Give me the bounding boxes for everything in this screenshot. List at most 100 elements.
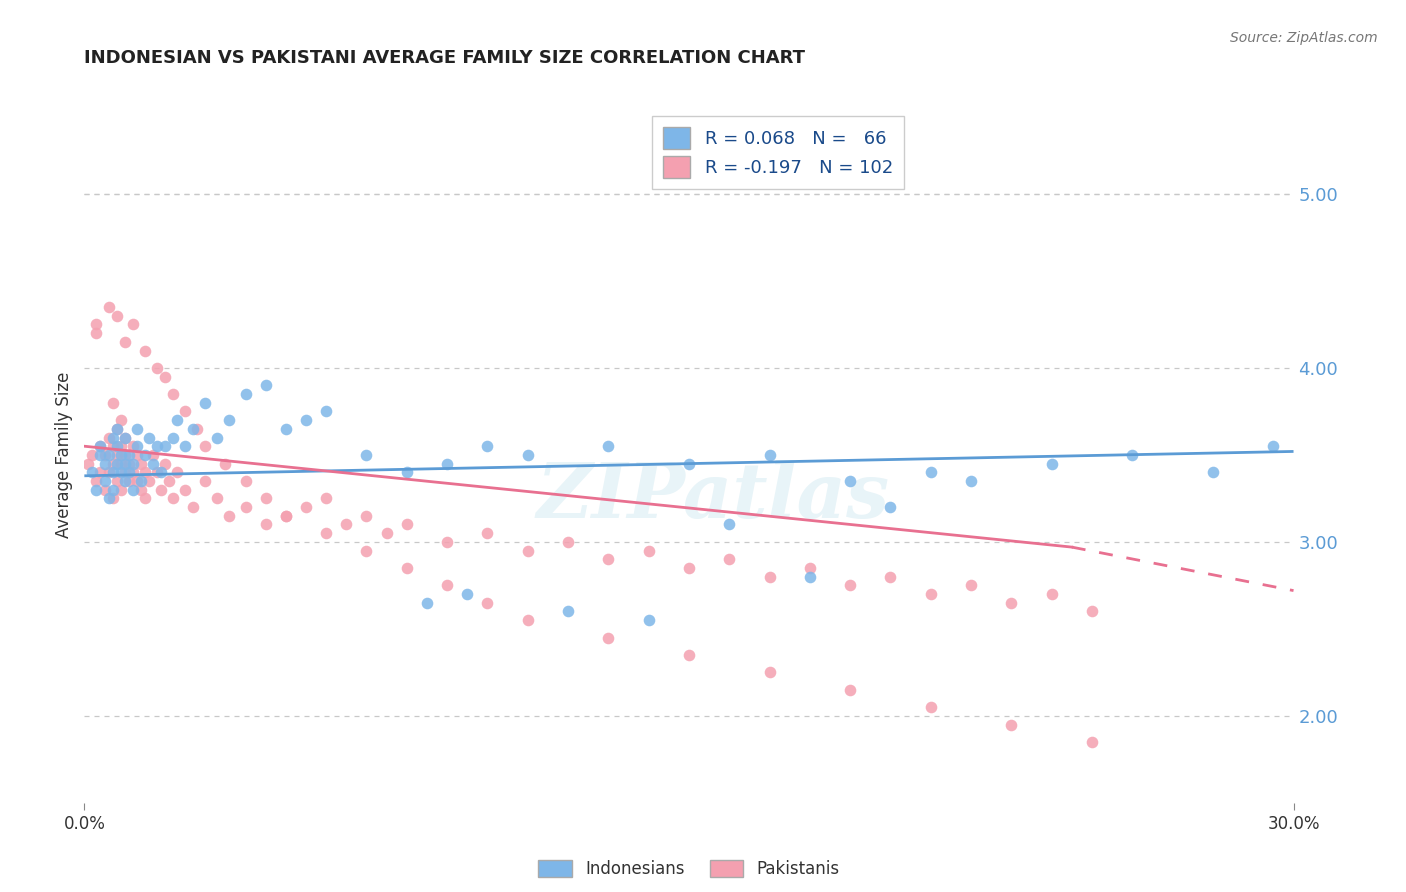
- Point: [375, 526, 398, 541]
- Point: [1263, 439, 1285, 453]
- Point: [274, 422, 297, 436]
- Point: [315, 404, 337, 418]
- Text: INDONESIAN VS PAKISTANI AVERAGE FAMILY SIZE CORRELATION CHART: INDONESIAN VS PAKISTANI AVERAGE FAMILY S…: [84, 49, 806, 67]
- Point: [678, 457, 700, 471]
- Point: [295, 500, 318, 514]
- Point: [121, 439, 143, 453]
- Point: [121, 466, 143, 480]
- Point: [93, 448, 115, 462]
- Point: [97, 448, 120, 462]
- Point: [93, 474, 115, 488]
- Point: [315, 526, 337, 541]
- Point: [125, 439, 148, 453]
- Point: [1040, 457, 1063, 471]
- Point: [879, 500, 901, 514]
- Point: [110, 439, 132, 453]
- Point: [416, 596, 439, 610]
- Point: [121, 318, 143, 332]
- Point: [758, 448, 780, 462]
- Point: [105, 457, 128, 471]
- Point: [89, 466, 111, 480]
- Point: [254, 378, 277, 392]
- Point: [477, 439, 499, 453]
- Point: [93, 483, 115, 497]
- Point: [799, 570, 821, 584]
- Point: [920, 466, 942, 480]
- Point: [436, 578, 458, 592]
- Point: [105, 422, 128, 436]
- Point: [456, 587, 478, 601]
- Point: [274, 508, 297, 523]
- Point: [101, 439, 124, 453]
- Point: [138, 431, 160, 445]
- Point: [395, 561, 418, 575]
- Point: [356, 448, 378, 462]
- Point: [207, 431, 229, 445]
- Point: [718, 552, 741, 566]
- Point: [436, 535, 458, 549]
- Point: [97, 491, 120, 506]
- Point: [718, 517, 741, 532]
- Point: [142, 457, 165, 471]
- Point: [181, 500, 204, 514]
- Point: [516, 543, 538, 558]
- Point: [839, 682, 862, 697]
- Point: [118, 448, 141, 462]
- Point: [194, 474, 217, 488]
- Point: [125, 474, 148, 488]
- Point: [598, 552, 620, 566]
- Point: [134, 448, 156, 462]
- Point: [516, 448, 538, 462]
- Point: [174, 483, 197, 497]
- Point: [758, 665, 780, 680]
- Point: [162, 491, 184, 506]
- Point: [89, 439, 111, 453]
- Point: [146, 361, 169, 376]
- Point: [114, 457, 136, 471]
- Point: [101, 431, 124, 445]
- Point: [839, 578, 862, 592]
- Point: [799, 561, 821, 575]
- Point: [110, 457, 132, 471]
- Point: [879, 570, 901, 584]
- Point: [162, 387, 184, 401]
- Point: [477, 596, 499, 610]
- Point: [89, 439, 111, 453]
- Point: [557, 535, 579, 549]
- Point: [153, 439, 176, 453]
- Point: [1000, 596, 1022, 610]
- Point: [557, 605, 579, 619]
- Point: [637, 543, 659, 558]
- Point: [1040, 587, 1063, 601]
- Point: [960, 578, 983, 592]
- Point: [839, 474, 862, 488]
- Point: [166, 413, 188, 427]
- Point: [118, 457, 141, 471]
- Point: [315, 491, 337, 506]
- Point: [637, 613, 659, 627]
- Point: [114, 466, 136, 480]
- Point: [395, 517, 418, 532]
- Point: [110, 466, 132, 480]
- Point: [86, 474, 108, 488]
- Point: [86, 318, 108, 332]
- Point: [121, 483, 143, 497]
- Point: [356, 543, 378, 558]
- Point: [146, 466, 169, 480]
- Point: [110, 483, 132, 497]
- Point: [114, 448, 136, 462]
- Point: [101, 457, 124, 471]
- Point: [110, 448, 132, 462]
- Point: [77, 457, 100, 471]
- Point: [149, 483, 172, 497]
- Legend: Indonesians, Pakistanis: Indonesians, Pakistanis: [531, 854, 846, 885]
- Point: [214, 457, 236, 471]
- Point: [114, 431, 136, 445]
- Point: [149, 466, 172, 480]
- Text: Source: ZipAtlas.com: Source: ZipAtlas.com: [1230, 31, 1378, 45]
- Point: [235, 387, 257, 401]
- Point: [129, 483, 152, 497]
- Point: [218, 413, 240, 427]
- Point: [86, 326, 108, 341]
- Point: [477, 526, 499, 541]
